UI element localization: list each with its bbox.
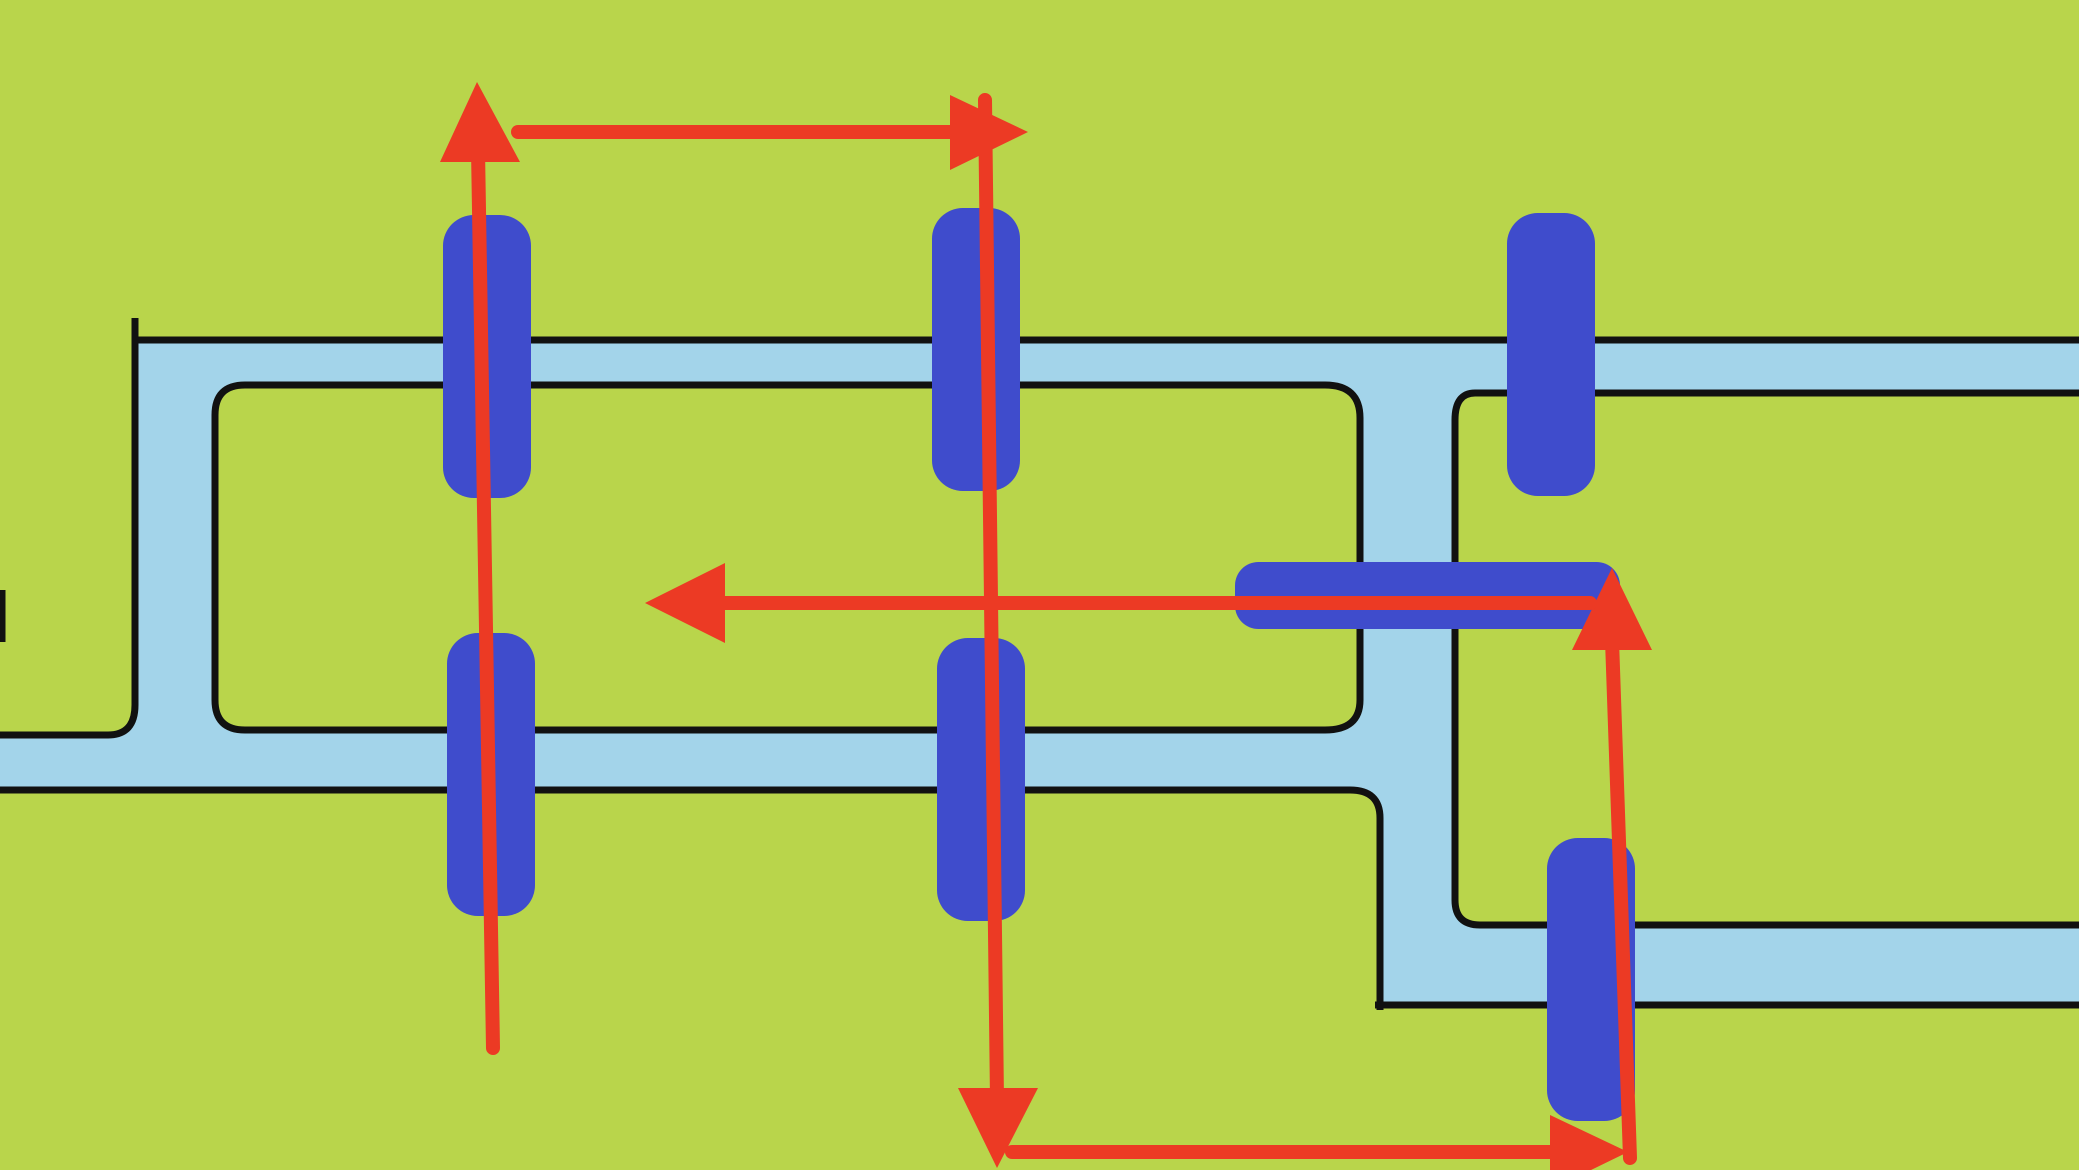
arrow-1-head — [440, 82, 520, 162]
outline-right-island — [1451, 389, 2079, 929]
outline-inner-island — [211, 381, 1364, 734]
arrow-5-shaft — [1605, 633, 1637, 1165]
arrow-3-head — [958, 1088, 1038, 1168]
arrows-group — [440, 82, 1652, 1170]
arrow-4-head — [1550, 1115, 1628, 1170]
marker-3 — [1507, 213, 1595, 496]
arrow-6-head — [645, 563, 725, 643]
marker-7 — [1547, 838, 1635, 1121]
outline-outer-left — [0, 318, 139, 739]
arrow-4 — [1005, 1115, 1628, 1170]
arrow-6 — [645, 563, 1597, 643]
waterway-channel — [0, 340, 2079, 1005]
markers-group — [443, 208, 1635, 1121]
arrow-1-shaft — [471, 143, 500, 1055]
marker-2 — [932, 208, 1020, 491]
marker-5 — [937, 638, 1025, 921]
arrow-5 — [1572, 568, 1652, 1165]
outline-outer-bottom — [0, 786, 1384, 1010]
arrow-5-head — [1572, 568, 1652, 650]
marker-6 — [1235, 562, 1620, 629]
arrow-1 — [440, 82, 520, 1055]
